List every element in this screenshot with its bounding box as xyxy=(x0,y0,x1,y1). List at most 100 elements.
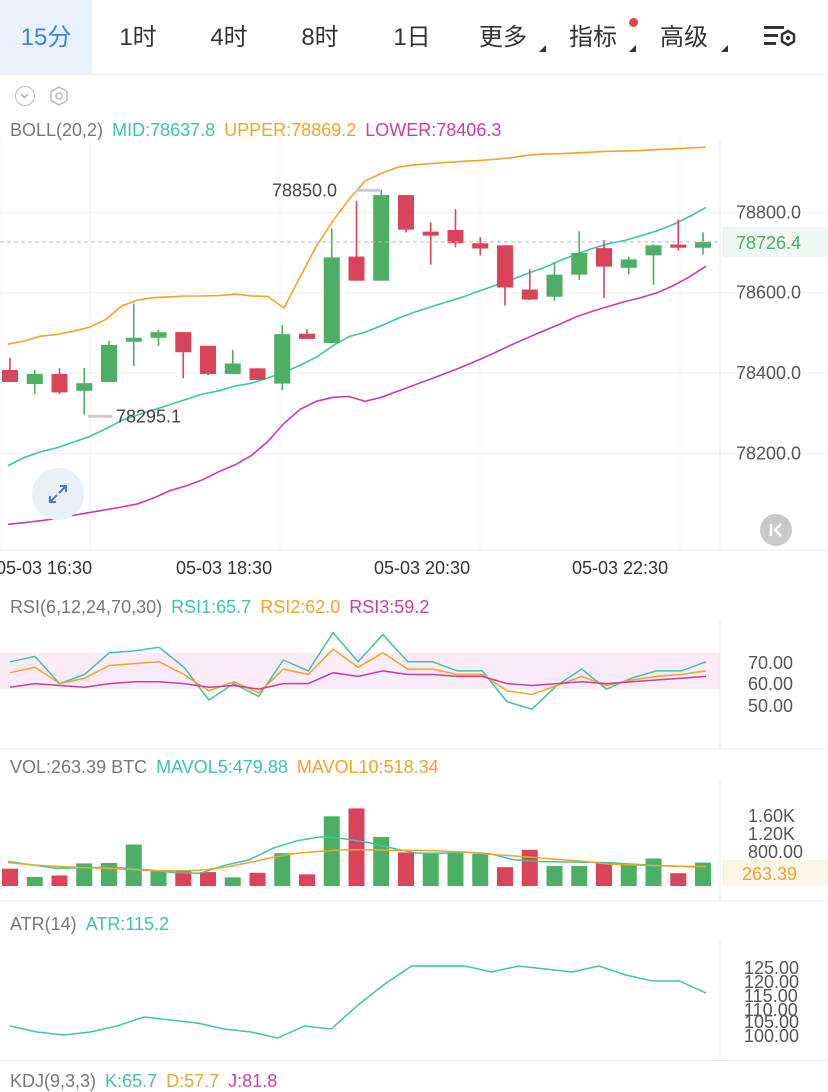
dropdown-caret-icon xyxy=(721,45,728,52)
rsi-legend: RSI(6,12,24,70,30) RSI1:65.7 RSI2:62.0 R… xyxy=(10,597,429,618)
tab-2[interactable]: 4时 xyxy=(184,0,274,74)
mavol10-line xyxy=(7,849,707,872)
atr-value: ATR:115.2 xyxy=(85,914,170,934)
candle-body xyxy=(224,363,241,374)
volume-bar xyxy=(76,863,93,886)
rsi-line-rsi3 xyxy=(9,670,707,690)
boll-mid: MID:78637.8 xyxy=(112,120,216,140)
volume-bar xyxy=(596,863,612,886)
rsi-line-rsi1 xyxy=(9,631,707,710)
chart-settings-icon[interactable] xyxy=(760,22,800,54)
tab-label: 8时 xyxy=(301,24,339,51)
rsi-y-tick: 60.00 xyxy=(748,674,793,694)
vol-last-value: 263.39 xyxy=(742,864,797,884)
volume-bar xyxy=(51,875,68,886)
volume-bar xyxy=(521,849,538,886)
volume-bar xyxy=(274,853,291,886)
y-tick-label: 78800.0 xyxy=(736,202,801,222)
atr-line xyxy=(9,965,707,1039)
tab-label: 1日 xyxy=(393,24,431,51)
tab-1[interactable]: 1时 xyxy=(92,0,184,74)
low-marker-label: 78295.1 xyxy=(116,406,181,426)
volume-bar xyxy=(546,866,563,886)
candle-body xyxy=(76,383,93,391)
candle-body xyxy=(521,289,538,300)
boll-mid-line xyxy=(7,206,707,467)
time-axis-label: 05-03 20:30 xyxy=(374,558,470,578)
tab-0[interactable]: 15分 xyxy=(0,0,92,74)
volume-bar xyxy=(447,852,464,886)
kdj-legend: KDJ(9,3,3) K:65.7 D:57.7 J:81.8 xyxy=(10,1071,277,1092)
boll-upper: UPPER:78869.2 xyxy=(224,120,357,140)
rsi-prefix: RSI(6,12,24,70,30) xyxy=(10,597,163,617)
atr-legend: ATR(14) ATR:115.2 xyxy=(10,914,169,935)
volume-bar xyxy=(472,853,489,886)
candle-body xyxy=(497,245,513,288)
volume-bar xyxy=(571,866,588,886)
tab-7[interactable]: 高级 xyxy=(638,0,730,74)
candle-body xyxy=(249,368,266,380)
tab-6[interactable]: 指标 xyxy=(548,0,638,74)
dropdown-caret-icon xyxy=(629,45,636,52)
tab-4[interactable]: 1日 xyxy=(366,0,458,74)
tab-label: 4时 xyxy=(210,24,248,51)
candlestick-chart[interactable]: 78800.0 78600.0 78400.0 78200.0 78726.4 78850… xyxy=(0,140,828,580)
candle-body xyxy=(26,373,43,384)
candle-body xyxy=(348,256,365,281)
rsi2-value: RSI2:62.0 xyxy=(260,597,341,617)
volume-bar xyxy=(670,873,687,886)
hexagon-settings-icon[interactable] xyxy=(48,85,70,107)
candle-body xyxy=(398,195,414,230)
time-axis-label: 05-03 22:30 xyxy=(572,558,668,578)
boll-lower-line xyxy=(7,265,707,526)
candle-body xyxy=(125,337,142,342)
chevron-down-icon[interactable] xyxy=(15,86,35,106)
volume-bar xyxy=(620,864,637,886)
vol-y-tick: 800.00 xyxy=(748,842,803,862)
expand-icon[interactable] xyxy=(32,468,84,520)
back-to-latest-icon[interactable] xyxy=(760,514,792,546)
tab-5[interactable]: 更多 xyxy=(458,0,548,74)
atr-y-tick: 100.00 xyxy=(744,1026,799,1046)
tab-label: 15分 xyxy=(20,24,72,51)
time-axis-label: 05-03 18:30 xyxy=(176,558,272,578)
candle-body xyxy=(175,332,192,353)
candle-body xyxy=(645,245,662,256)
notification-dot-icon xyxy=(629,18,638,27)
volume-bar xyxy=(150,870,167,886)
rsi-y-tick: 50.00 xyxy=(748,696,793,716)
volume-bar xyxy=(299,874,315,886)
volume-bar xyxy=(398,852,414,886)
candle-body xyxy=(323,257,340,343)
mavol5-value: MAVOL5:479.88 xyxy=(156,757,288,777)
last-price-label: 78726.4 xyxy=(736,233,801,253)
kdj-prefix: KDJ(9,3,3) xyxy=(10,1071,97,1091)
volume-bar xyxy=(2,868,18,886)
tab-label: 1时 xyxy=(119,24,157,51)
volume-bar xyxy=(497,867,513,886)
candle-body xyxy=(200,345,216,374)
rsi-y-tick: 70.00 xyxy=(748,653,793,673)
candle-body xyxy=(670,244,687,248)
atr-prefix: ATR(14) xyxy=(10,914,77,934)
candle-body xyxy=(373,195,390,281)
vol-y-tick: 1.60K xyxy=(748,806,795,826)
vol-prefix: VOL:263.39 BTC xyxy=(10,757,148,777)
rsi1-value: RSI1:65.7 xyxy=(171,597,252,617)
kdj-k-value: K:65.7 xyxy=(105,1071,158,1091)
time-axis-label: 05-03 16:30 xyxy=(0,558,92,578)
last-price-box xyxy=(722,226,828,257)
candle-body xyxy=(150,332,167,338)
volume-bar xyxy=(26,876,43,886)
candle-body xyxy=(472,243,489,249)
vol-legend: VOL:263.39 BTC MAVOL5:479.88 MAVOL10:518… xyxy=(10,757,439,778)
candle-body xyxy=(596,248,612,267)
atr-y-tick: 115.00 xyxy=(744,986,798,1006)
vol-last-box xyxy=(722,860,828,886)
boll-legend: BOLL(20,2) MID:78637.8 UPPER:78869.2 LOW… xyxy=(10,120,501,141)
y-tick-label: 78400.0 xyxy=(736,363,801,383)
tab-3[interactable]: 8时 xyxy=(274,0,366,74)
